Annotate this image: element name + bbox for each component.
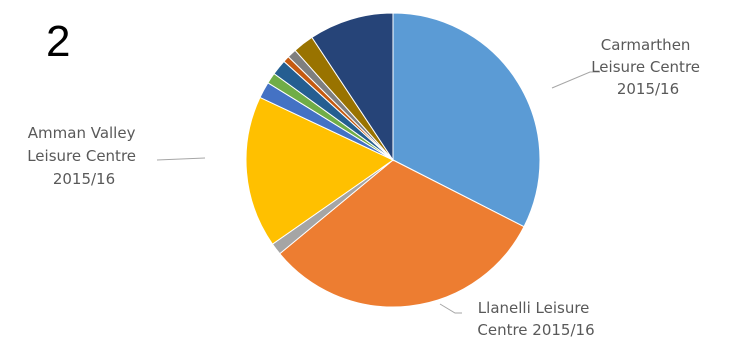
label-carmarthen: Carmarthen Leisure Centre 2015/16 xyxy=(591,36,705,98)
pie-slice-0 xyxy=(392,12,541,228)
label-llanelli-line-2: Centre 2015/16 xyxy=(477,321,594,337)
label-amman-line-1: Amman Valley xyxy=(28,124,136,142)
llanelli-leader-line xyxy=(439,303,462,314)
pie-slice-1 xyxy=(279,159,525,308)
amman-leader-line xyxy=(156,157,206,161)
pie-slice-3 xyxy=(245,96,394,245)
label-amman-valley: Amman Valley Leisure Centre 2015/16 xyxy=(27,124,141,188)
pie-slice-10 xyxy=(311,12,394,162)
label-llanelli-line-1: Llanelli Leisure xyxy=(478,299,590,317)
label-amman-line-2: Leisure Centre xyxy=(27,147,136,165)
label-carmarthen-line-2: Leisure Centre xyxy=(591,58,700,76)
label-carmarthen-line-1: Carmarthen xyxy=(601,36,691,54)
label-amman-line-3: 2015/16 xyxy=(53,170,115,188)
page-number: 2 xyxy=(46,17,71,66)
pie-slices xyxy=(245,12,541,308)
label-carmarthen-line-3: 2015/16 xyxy=(617,80,679,98)
carmarthen-leader-line xyxy=(551,71,600,89)
label-llanelli: Llanelli Leisure Centre 2015/16 xyxy=(477,299,594,337)
